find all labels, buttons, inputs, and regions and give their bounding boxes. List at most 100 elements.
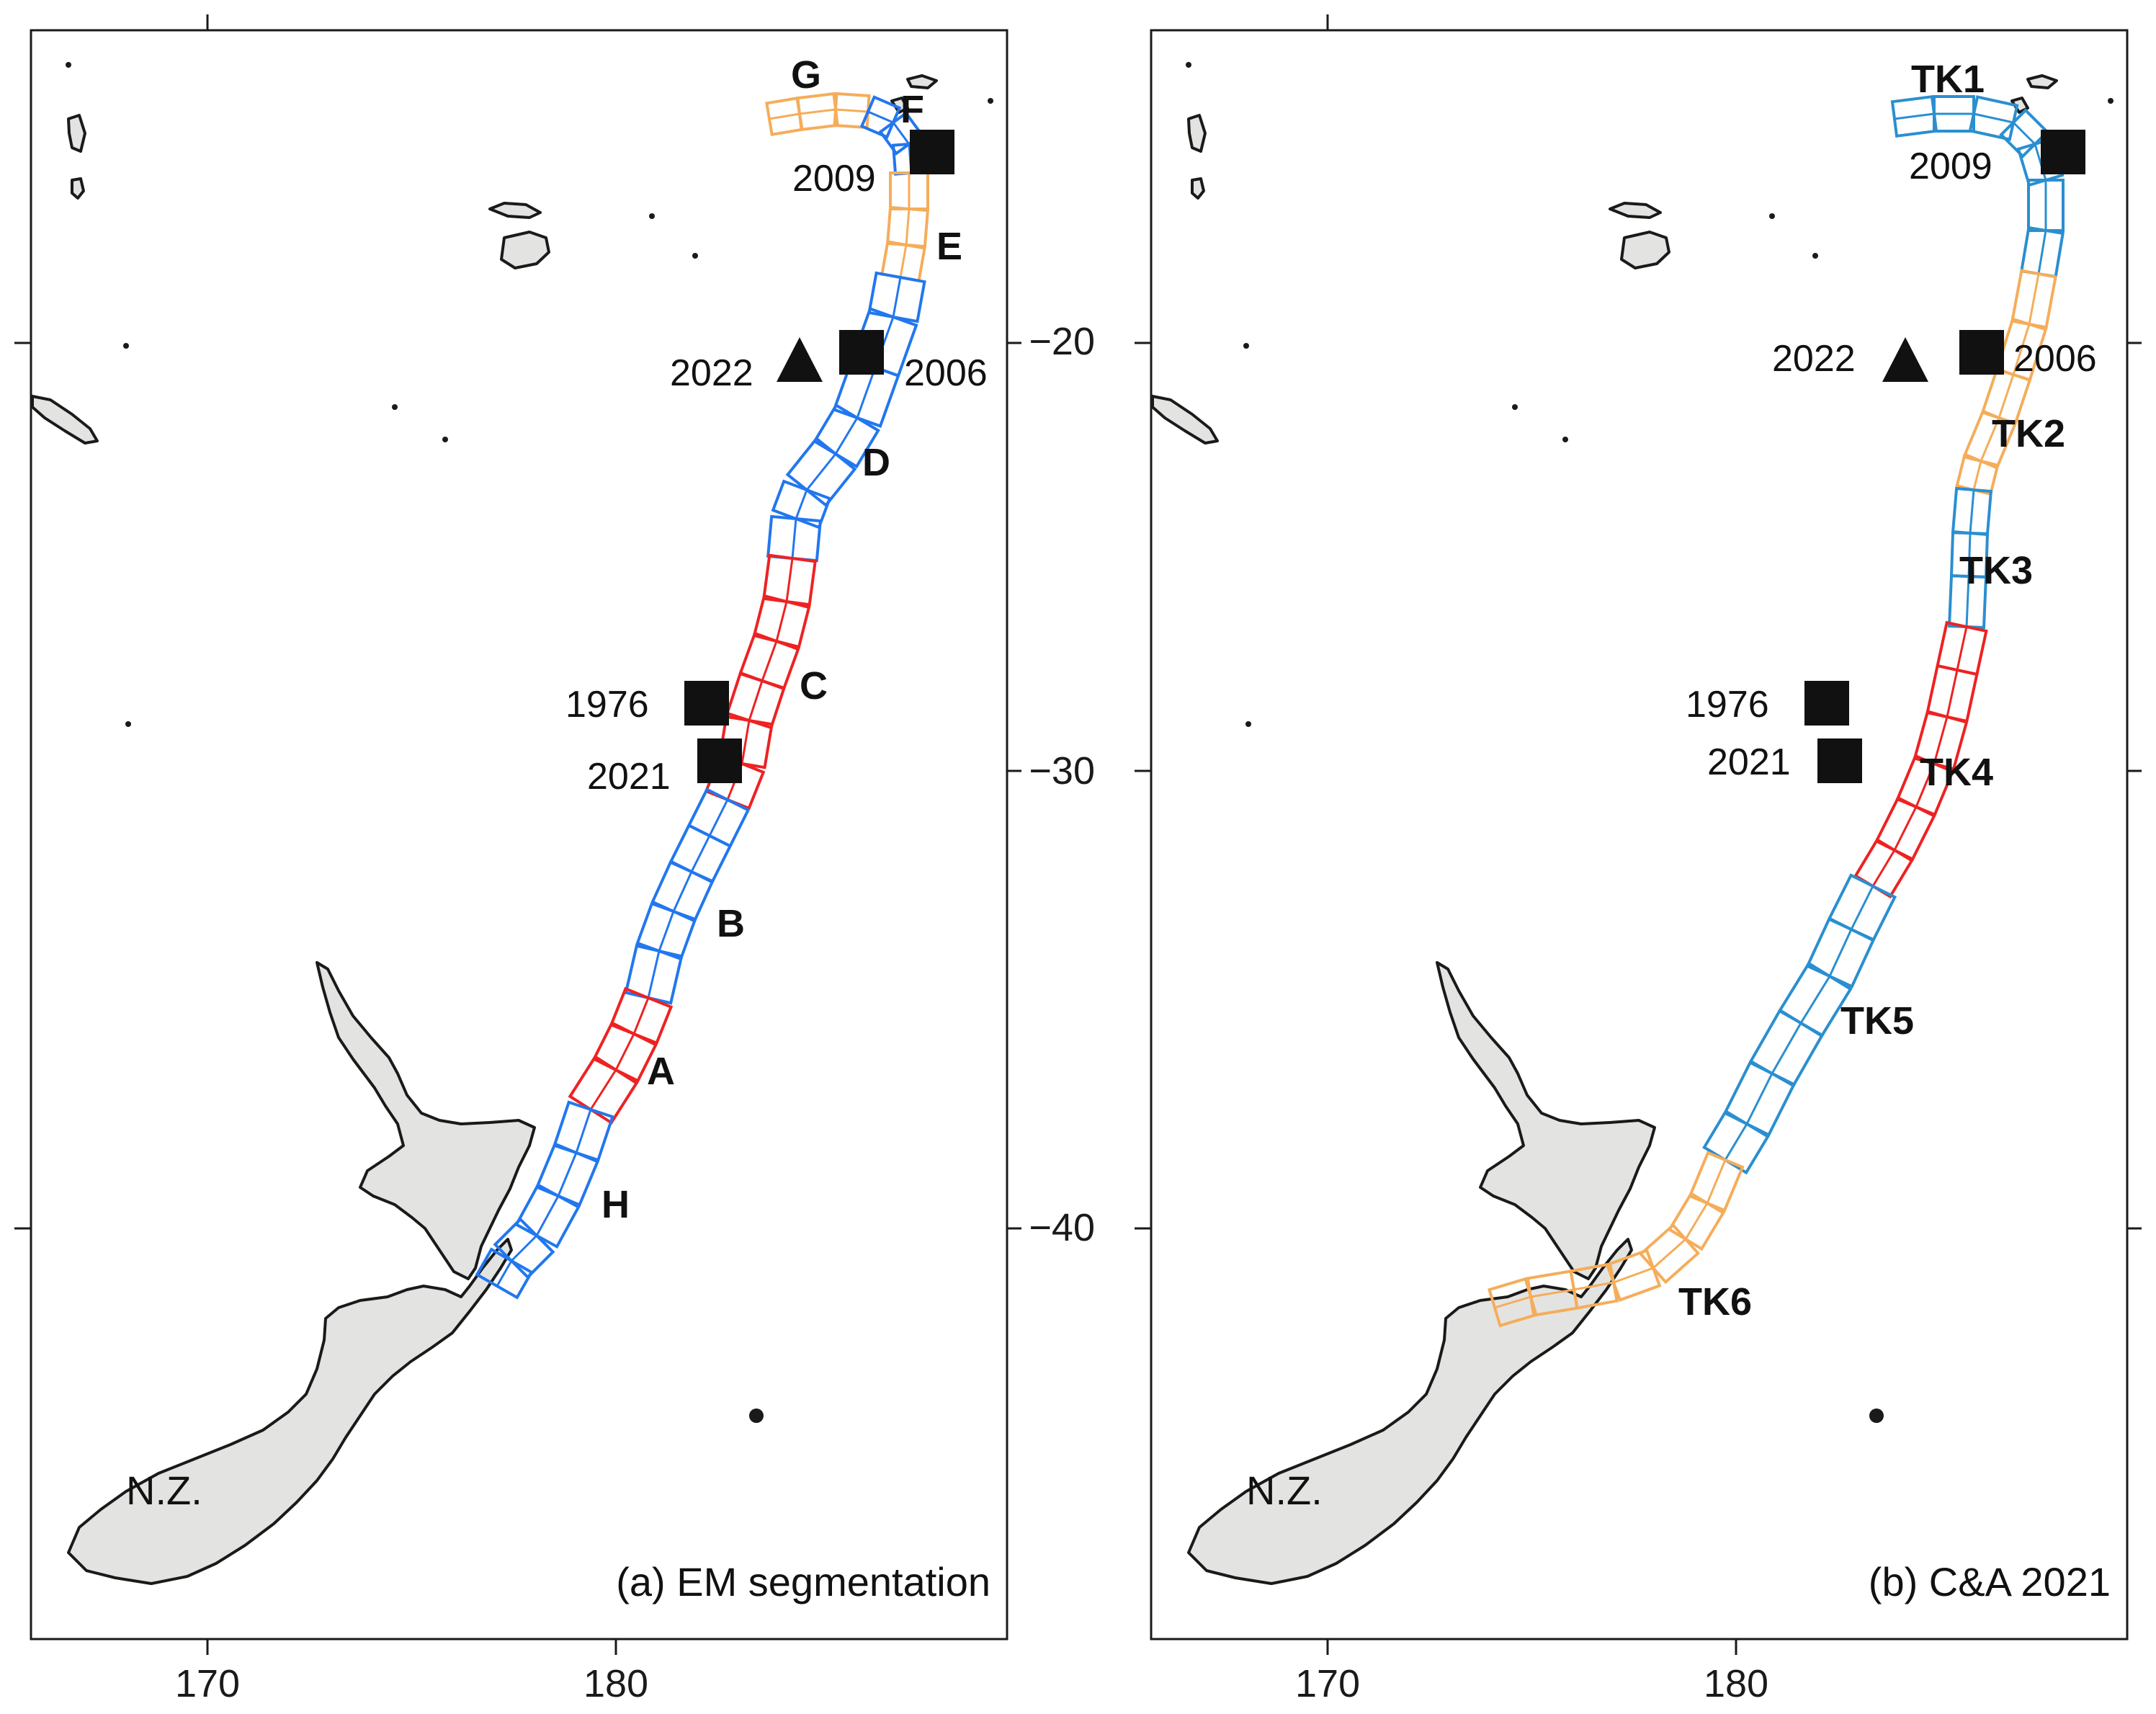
segment-tk6-box-divider [1684, 1202, 1709, 1240]
segment-label-tk1: TK1 [1911, 58, 1985, 101]
segment-tk5-box-divider [1799, 976, 1831, 1024]
segment-h-box-divider [496, 1260, 513, 1287]
segment-tk1-box-divider [1894, 112, 1935, 120]
segment-g-box-divider [835, 108, 869, 113]
segment-tk6-box-divider [1652, 1238, 1686, 1269]
segment-tk2-box [1955, 455, 2000, 496]
segment-h-box-divider [557, 1152, 578, 1197]
land-masses [31, 62, 993, 1585]
segment-d-box [785, 436, 857, 508]
event-square-2021 [697, 738, 742, 783]
segment-d-box-divider [856, 367, 877, 419]
event-square-2006 [839, 330, 884, 375]
segment-label-c: C [800, 664, 828, 708]
segment-d-box [771, 479, 832, 530]
segment-tk1-box-divider [1973, 112, 2014, 124]
segment-c-box-divider [748, 680, 764, 721]
panel-caption: (a) EM segmentation [616, 1559, 990, 1604]
segment-h-box [493, 1217, 555, 1280]
segment-tk2-box-divider [1972, 460, 1982, 491]
event-year-label: 2009 [792, 158, 876, 200]
y-tick-label: −40 [1029, 1206, 1095, 1249]
segment-f-box-divider [892, 122, 911, 145]
segment-tk6-box-divider [1573, 1281, 1614, 1291]
segment-h-box [475, 1247, 534, 1300]
segment-tk5-box-divider [1850, 885, 1874, 930]
segment-tk1-box [1999, 108, 2049, 159]
y-tick-label: −30 [1029, 749, 1095, 793]
segment-tk4-box-divider [1946, 669, 1959, 718]
event-triangle-2022 [777, 337, 823, 382]
segment-h-box-divider [575, 1109, 592, 1153]
segment-tk4-box [1853, 837, 1914, 899]
segment-tk2-box-divider [2028, 273, 2040, 325]
event-year-label: 2009 [1909, 146, 1992, 187]
segment-h-box-divider [510, 1234, 538, 1262]
fault-segments [475, 91, 930, 1300]
panel-b-frame [1150, 29, 2129, 1641]
event-year-label: 2021 [1707, 741, 1791, 783]
panel-b-map: 170 180 2009 2006 [1135, 14, 2142, 1705]
segment-tk5-box [1702, 1109, 1770, 1175]
land-masses [1151, 62, 2113, 1585]
nz-label: N.Z. [1246, 1468, 1323, 1513]
event-square-2021 [1817, 738, 1862, 783]
segment-c-box-divider [741, 720, 751, 764]
segment-tk3-box-divider [1967, 532, 1972, 577]
segment-tk6-box-divider [1530, 1288, 1575, 1298]
segment-c-box-divider [761, 640, 778, 682]
segment-label-g: G [791, 53, 821, 97]
event-triangle-2022 [1882, 337, 1928, 382]
segment-label-b: B [717, 902, 745, 945]
x-tick-label: 180 [583, 1662, 648, 1705]
segment-label-tk3: TK3 [1959, 549, 2033, 592]
segment-tk3-box-divider [1969, 489, 1975, 534]
event-year-label: 2022 [670, 352, 753, 394]
segment-label-f: F [900, 88, 924, 131]
segment-tk4-box-divider [1956, 626, 1968, 671]
event-square-2006 [1959, 330, 2004, 375]
segment-b-box-divider [708, 799, 729, 836]
segment-label-h: H [601, 1183, 630, 1226]
segment-d-box-divider [834, 417, 859, 455]
segment-tk2-box-divider [1998, 374, 2015, 419]
segment-b-box-divider [647, 950, 661, 999]
segment-label-e: E [936, 225, 962, 268]
segment-label-tk5: TK5 [1840, 999, 1914, 1043]
segment-tk5-box-divider [1771, 1022, 1802, 1074]
event-year-label: 2006 [2013, 338, 2097, 380]
segment-b-box [635, 901, 697, 961]
segment-d-box-divider [795, 489, 808, 519]
segment-tk2-box-divider [1980, 417, 2000, 462]
segment-tk2-box-divider [2012, 323, 2031, 375]
nz-label: N.Z. [126, 1468, 202, 1513]
segment-a-box-divider [632, 997, 650, 1035]
segment-tk5-box-divider [1724, 1123, 1748, 1161]
segment-label-tk4: TK4 [1920, 751, 1993, 794]
segment-g-box-divider [769, 112, 800, 120]
event-year-label: 1976 [1686, 684, 1769, 726]
segment-tk6-box-divider [1706, 1159, 1727, 1204]
segment-tk6-box [1488, 1277, 1538, 1328]
segment-b-box-divider [690, 835, 711, 872]
event-square-2009 [910, 130, 954, 174]
segment-label-tk2: TK2 [1992, 412, 2065, 455]
event-square-1976 [684, 681, 729, 726]
panel-a-map: 170 180 [14, 14, 1021, 1705]
segment-g-box-divider [799, 108, 836, 115]
segment-a-box-divider [589, 1069, 617, 1110]
segment-f-box-divider [867, 110, 894, 124]
segment-tk6-box-divider [1613, 1267, 1654, 1284]
segment-d-box-divider [805, 453, 837, 491]
segment-tk4-box-divider [1915, 763, 1936, 808]
segment-d-box-divider [892, 277, 902, 318]
segment-a-box-divider [614, 1033, 635, 1071]
segment-f-box [859, 95, 902, 139]
segment-tk4-box-divider [1893, 806, 1918, 851]
segment-e-box-divider [905, 208, 911, 246]
segment-h-box-divider [535, 1195, 560, 1236]
segment-tk3-box [1947, 573, 1988, 630]
segment-f-box [878, 111, 924, 156]
segment-label-d: D [862, 441, 890, 484]
